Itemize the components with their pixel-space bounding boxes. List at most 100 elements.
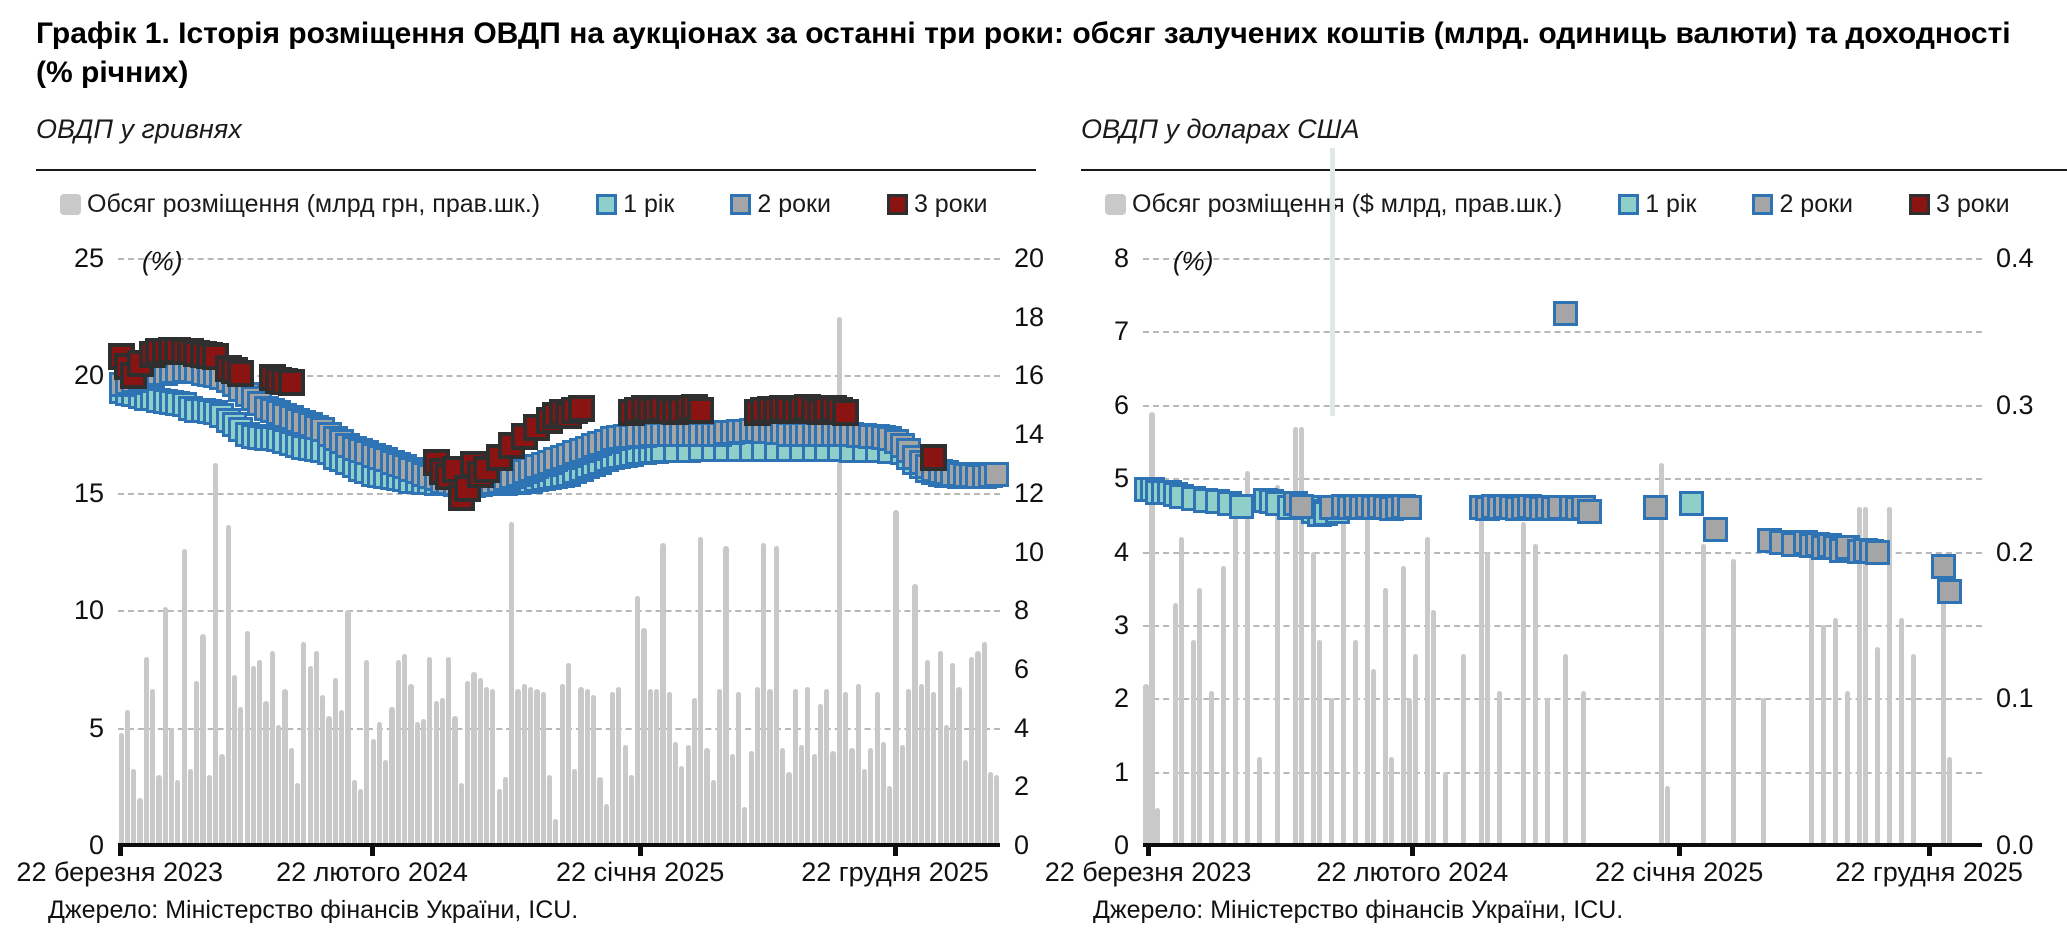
- legend-label: 2 роки: [1779, 190, 1854, 218]
- legend-item: 2 роки: [1752, 190, 1853, 219]
- yield-marker-y2: [1642, 494, 1668, 520]
- right-axis-label: 6: [1014, 653, 1030, 684]
- volume-bar: [994, 774, 1000, 845]
- left-axis-label: 6: [1113, 389, 1129, 420]
- volume-bar: [729, 754, 735, 845]
- right-axis-label: 14: [1014, 419, 1045, 450]
- volume-bar: [868, 748, 874, 845]
- volume-bar: [357, 789, 364, 845]
- volume-bar: [597, 777, 603, 845]
- volume-bar: [433, 701, 439, 845]
- x-axis-tick: [893, 847, 899, 856]
- legend-label: Обсяг розміщення ($ млрд, прав.шк.): [1132, 190, 1563, 218]
- volume-bar: [1479, 500, 1485, 845]
- legend-label: 1 рік: [623, 190, 675, 218]
- x-axis-label: 22 лютого 2024: [1316, 857, 1509, 887]
- volume-bar: [1664, 786, 1670, 845]
- volume-bar: [1209, 690, 1215, 845]
- volume-bar: [1658, 463, 1664, 845]
- volume-bar: [937, 651, 943, 845]
- volume-bar: [301, 642, 307, 845]
- volume-bar: [1401, 566, 1407, 845]
- volume-bar: [1275, 485, 1281, 845]
- volume-bar: [427, 657, 433, 845]
- volume-bar: [950, 663, 956, 845]
- volume-bar: [143, 657, 149, 845]
- legend-item: 3 роки: [1909, 190, 2010, 219]
- legend-item: 1 рік: [596, 190, 674, 219]
- volume-bar: [244, 630, 250, 845]
- volume-bar: [924, 660, 931, 845]
- volume-bar: [402, 654, 408, 845]
- volume-bar: [1760, 698, 1766, 845]
- volume-bar: [843, 692, 849, 845]
- right-axis-label: 18: [1014, 301, 1045, 332]
- volume-bar: [572, 768, 578, 845]
- volume-bar: [219, 754, 225, 845]
- volume-bar: [742, 806, 748, 845]
- x-axis-label: 22 грудня 2025: [801, 857, 989, 887]
- right-axis-label: 0.2: [1996, 536, 2034, 567]
- volume-bar: [679, 765, 685, 845]
- left-axis-label: 7: [1113, 316, 1129, 347]
- left-axis-label: 4: [1113, 536, 1129, 567]
- volume-bar: [477, 677, 483, 845]
- x-axis-tick: [1677, 847, 1683, 856]
- volume-bar: [647, 689, 653, 845]
- volume-bar: [351, 780, 357, 845]
- volume-bar: [641, 627, 647, 845]
- volume-bar: [458, 783, 464, 845]
- volume-bar: [1874, 646, 1880, 845]
- series-swatch-icon: [730, 194, 752, 215]
- right-axis-label: 0.3: [1996, 389, 2034, 420]
- volume-bar: [931, 692, 937, 845]
- chart-subtitle-uah: ОВДП у гривнях: [36, 114, 242, 144]
- volume-bar: [282, 689, 288, 845]
- source-note-usd: Джерело: Міністерство фінансів України, …: [1093, 896, 1624, 924]
- right-axis-label: 4: [1014, 712, 1030, 743]
- volume-bar: [906, 689, 912, 845]
- volume-bar: [294, 783, 301, 845]
- volume-bar: [1155, 808, 1161, 845]
- volume-bar: [578, 686, 584, 845]
- gridline: [118, 610, 1000, 613]
- yield-marker-y3: [920, 444, 948, 472]
- volume-bar: [1940, 566, 1946, 845]
- volume-bar: [1856, 507, 1862, 845]
- legend-label: Обсяг розміщення (млрд грн, прав.шк.): [87, 190, 541, 218]
- volume-bar: [622, 745, 628, 845]
- volume-bar: [1191, 639, 1197, 845]
- volume-bar: [1533, 544, 1539, 845]
- volume-bar: [717, 689, 723, 845]
- volume-bar: [1389, 756, 1395, 845]
- volume-bar: [609, 692, 616, 845]
- yield-marker-y2: [1289, 493, 1315, 519]
- left-axis-label: 0: [88, 830, 104, 860]
- volume-bar: [540, 692, 546, 845]
- volume-bar: [175, 780, 181, 845]
- left-axis-label: 5: [88, 712, 104, 743]
- right-axis-label: 16: [1014, 360, 1045, 391]
- volume-swatch-icon: [1105, 194, 1126, 215]
- volume-bar: [1197, 588, 1203, 845]
- volume-bar: [1293, 426, 1299, 845]
- left-axis-label: 8: [1113, 243, 1129, 273]
- volume-bar: [1545, 698, 1551, 845]
- percent-axis-label: (%): [142, 246, 183, 276]
- volume-bar: [1173, 602, 1179, 845]
- volume-bar: [987, 771, 994, 845]
- left-axis-label: 25: [73, 243, 104, 273]
- volume-bar: [975, 651, 981, 845]
- volume-bar: [735, 692, 742, 845]
- volume-bar: [861, 768, 868, 845]
- volume-bar: [754, 686, 761, 845]
- volume-bar: [635, 595, 641, 845]
- volume-bar: [420, 718, 427, 845]
- volume-bar: [452, 715, 458, 845]
- volume-bar: [874, 692, 880, 845]
- left-axis-label: 2: [1113, 683, 1129, 714]
- yield-marker-y1: [1229, 493, 1255, 519]
- volume-bar: [1844, 690, 1850, 845]
- chart-panel-uah: ОВДП у гривнях Обсяг розміщення (млрд гр…: [16, 0, 1044, 948]
- legend-item: 1 рік: [1618, 190, 1696, 219]
